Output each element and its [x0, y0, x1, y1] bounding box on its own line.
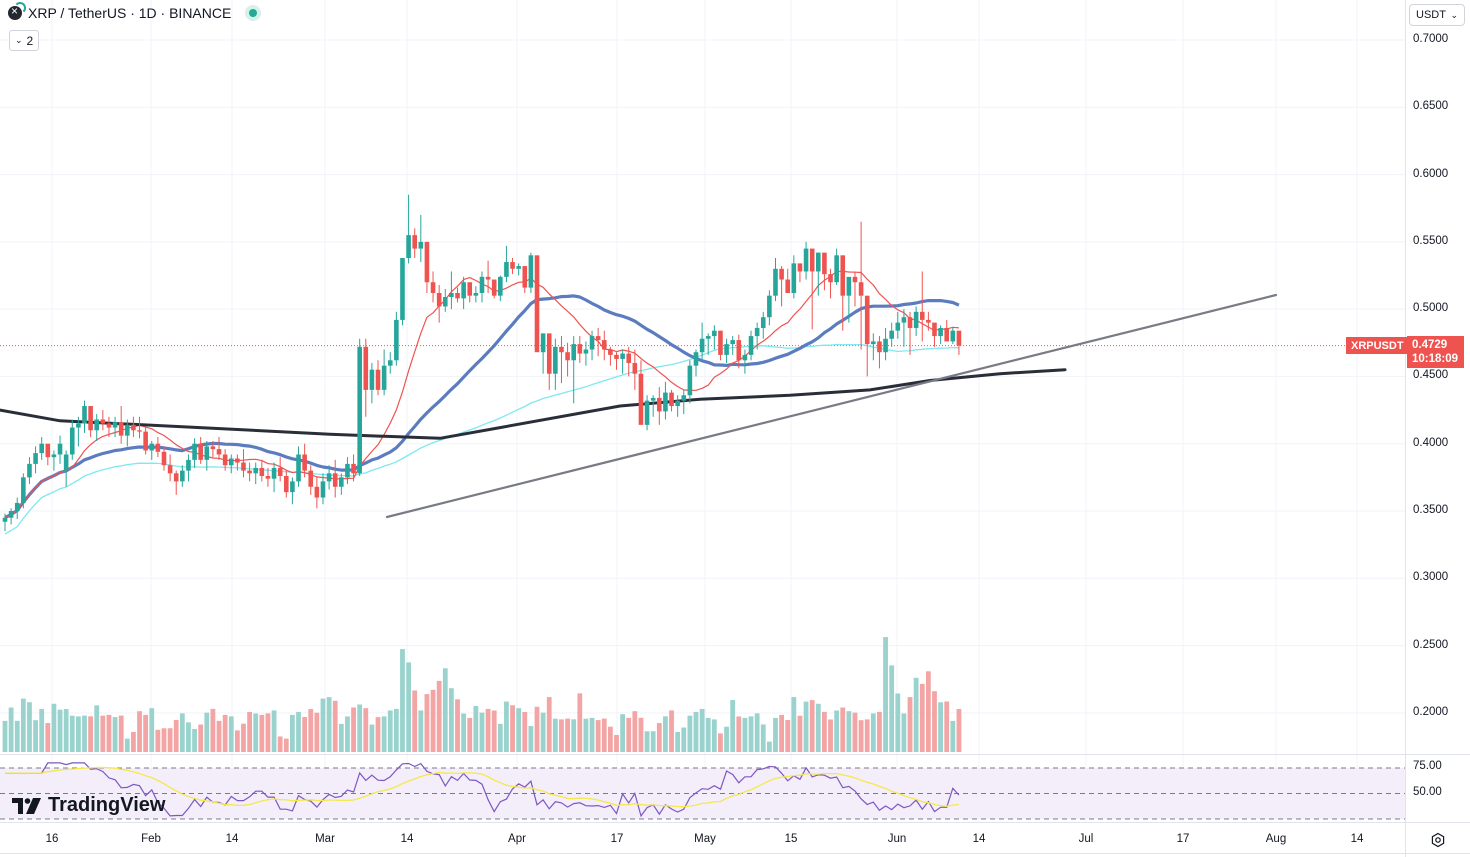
- time-tick: 14: [1350, 833, 1364, 845]
- price-tick: 0.2000: [1413, 705, 1449, 718]
- time-tick: May: [694, 833, 716, 845]
- time-tick: 14: [225, 833, 239, 845]
- time-tick: 15: [784, 833, 798, 845]
- last-price-value: 0.4729: [1412, 339, 1448, 351]
- price-tick: 0.7000: [1413, 33, 1449, 45]
- rsi-tick: 50.00: [1413, 785, 1442, 798]
- currency-label: USDT: [1416, 9, 1446, 21]
- price-tick: 0.6500: [1413, 100, 1449, 113]
- time-tick: 14: [400, 833, 414, 845]
- time-tick: Aug: [1265, 833, 1287, 845]
- price-tick: 0.4500: [1413, 369, 1449, 382]
- symbol-price-tag: XRPUSDT: [1346, 337, 1409, 354]
- price-tick: 0.2500: [1413, 638, 1449, 651]
- time-tick: Mar: [315, 833, 335, 845]
- bar-countdown: 10:18:09: [1412, 353, 1459, 365]
- indicator-count: 2: [26, 33, 34, 48]
- xrp-logo-icon: [8, 2, 26, 20]
- price-tick: 0.5000: [1413, 302, 1449, 315]
- time-tick: 16: [45, 833, 59, 845]
- chevron-down-icon: ⌄: [15, 35, 23, 45]
- time-tick: 17: [610, 833, 624, 845]
- last-price-badge: 0.4729 10:18:09: [1407, 336, 1464, 368]
- symbol-header[interactable]: XRP / TetherUS · 1D · BINANCE: [8, 2, 262, 21]
- collapse-indicators-button[interactable]: ⌄ 2: [9, 30, 40, 51]
- tradingview-logo-text: TradingView: [48, 794, 166, 816]
- time-tick: 14: [972, 833, 986, 845]
- settings-gear-icon[interactable]: [1430, 832, 1446, 848]
- time-tick: Jun: [887, 833, 907, 845]
- currency-selector[interactable]: USDT ⌄: [1409, 4, 1465, 26]
- price-tick: 0.4000: [1413, 436, 1449, 449]
- time-tick: Apr: [508, 833, 526, 845]
- symbol-title: XRP / TetherUS · 1D · BINANCE: [28, 5, 232, 21]
- time-tick: 17: [1176, 833, 1190, 845]
- time-tick: Feb: [141, 833, 161, 845]
- chevron-down-icon: ⌄: [1450, 9, 1458, 20]
- rsi-tick: 75.00: [1413, 760, 1442, 772]
- time-tick: Jul: [1078, 833, 1094, 845]
- tradingview-logo[interactable]: TradingView: [12, 794, 165, 817]
- tradingview-logo-icon: [12, 797, 41, 814]
- market-status-icon: [245, 5, 262, 21]
- price-tick: 0.3000: [1413, 571, 1449, 584]
- price-tick: 0.6000: [1413, 167, 1449, 180]
- price-tick: 0.3500: [1413, 503, 1449, 516]
- price-tick: 0.5500: [1413, 234, 1449, 247]
